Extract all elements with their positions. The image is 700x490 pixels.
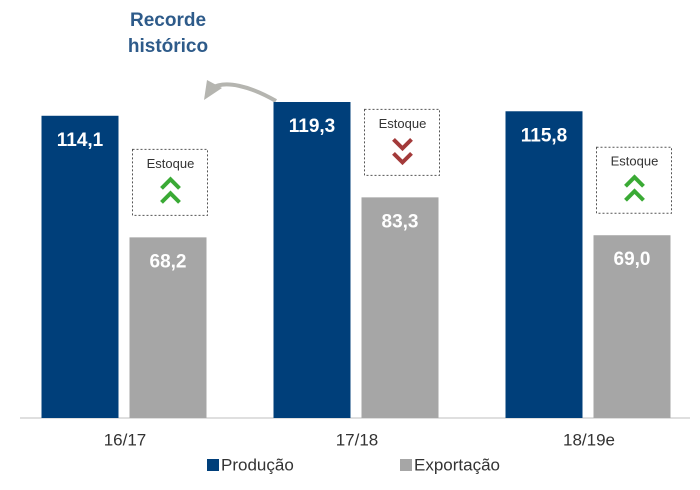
- stock-box: [596, 146, 672, 214]
- highlight-arrow-head: [204, 80, 222, 100]
- x-tick-label: 18/19e: [563, 430, 615, 449]
- stock-label: Estoque: [611, 154, 659, 169]
- legend-swatch: [207, 459, 219, 471]
- stock-box: [132, 148, 208, 216]
- bar: [505, 111, 583, 418]
- stock-box: [364, 108, 440, 176]
- bar: [593, 235, 671, 418]
- highlight-arrow: [210, 82, 277, 103]
- highlight-text: Recorde: [130, 10, 206, 31]
- legend-label: Produção: [221, 455, 294, 474]
- stock-up-icon: [624, 188, 645, 202]
- stock-label: Estoque: [379, 116, 427, 131]
- bar: [273, 102, 351, 418]
- stock-up-icon: [160, 176, 181, 190]
- highlight-text: histórico: [128, 36, 208, 57]
- stock-up-icon: [624, 174, 645, 188]
- x-tick-label: 17/18: [336, 430, 379, 449]
- stock-up-icon: [160, 190, 181, 204]
- bar: [129, 237, 207, 418]
- stock-down-icon: [392, 151, 413, 166]
- value-label: 68,2: [150, 251, 187, 272]
- x-tick-label: 16/17: [104, 430, 147, 449]
- value-label: 69,0: [614, 249, 651, 270]
- stock-label: Estoque: [147, 156, 195, 171]
- value-label: 119,3: [289, 116, 336, 137]
- bar: [361, 197, 439, 418]
- legend-label: Exportação: [414, 455, 500, 474]
- value-label: 115,8: [521, 125, 568, 146]
- stock-down-icon: [392, 137, 413, 152]
- value-label: 114,1: [57, 130, 104, 151]
- legend-swatch: [400, 459, 412, 471]
- value-label: 83,3: [382, 211, 419, 232]
- bar: [41, 115, 119, 418]
